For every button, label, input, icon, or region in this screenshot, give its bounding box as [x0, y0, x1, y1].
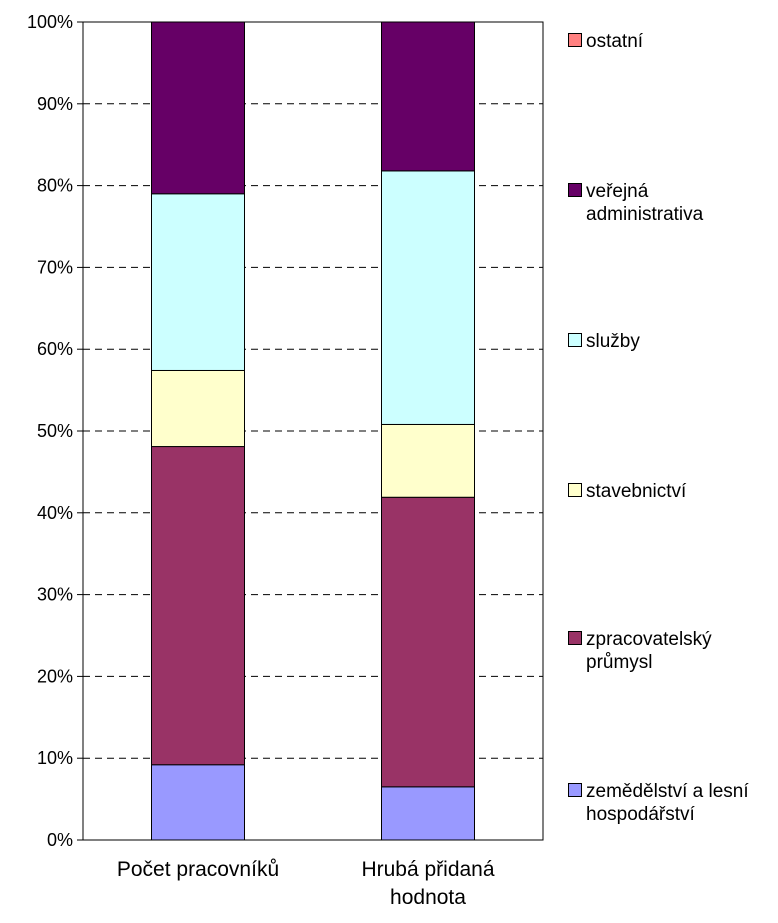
legend-label: zemědělství a lesní hospodářství	[586, 781, 749, 825]
y-tick-label: 80%	[37, 176, 73, 196]
legend-label: stavebnictví	[586, 481, 687, 502]
bar-segment	[151, 369, 245, 448]
y-tick-label: 30%	[37, 585, 73, 605]
y-tick-label: 70%	[37, 257, 73, 277]
y-tick-label: 50%	[37, 421, 73, 441]
y-axis-tick-labels: 0% 10% 20% 30% 40% 50% 60% 70% 80% 90% 100%	[27, 12, 73, 850]
legend-swatch	[568, 183, 582, 197]
y-tick-label: 10%	[37, 748, 73, 768]
legend-label: služby	[586, 331, 640, 352]
legend-label: zpracovatelský průmysl	[586, 629, 712, 673]
legend-item: zemědělství a lesní hospodářství	[568, 780, 749, 826]
legend: ostatní veřejná administrativa služby stave…	[568, 0, 778, 923]
bar-segment	[381, 786, 475, 841]
bars	[151, 21, 475, 841]
legend-swatch	[568, 631, 582, 645]
bar-segment	[381, 423, 475, 498]
bar-segment	[151, 764, 245, 841]
y-tick-label: 60%	[37, 339, 73, 359]
legend-item: zpracovatelský průmysl	[568, 628, 712, 674]
bar-segment	[151, 193, 245, 371]
legend-item: ostatní	[568, 30, 643, 53]
x-category-label: Hrubá přidaná hodnota	[361, 858, 495, 909]
bar-segment	[381, 170, 475, 425]
legend-swatch	[568, 333, 582, 347]
bar-segment	[381, 21, 475, 172]
legend-swatch	[568, 483, 582, 497]
legend-item: stavebnictví	[568, 480, 686, 503]
y-tick-label: 20%	[37, 666, 73, 686]
bar-segment	[381, 496, 475, 788]
legend-item: služby	[568, 330, 640, 353]
y-tick-label: 100%	[27, 12, 73, 32]
y-tick-label: 90%	[37, 94, 73, 114]
legend-swatch	[568, 783, 582, 797]
x-category-label: Počet pracovníků	[116, 858, 280, 881]
y-axis-ticks	[77, 21, 83, 841]
y-tick-label: 40%	[37, 503, 73, 523]
legend-label: ostatní	[586, 31, 644, 52]
legend-swatch	[568, 33, 582, 47]
legend-item: veřejná administrativa	[568, 180, 703, 226]
y-tick-label: 0%	[47, 830, 73, 850]
bar-segment	[151, 446, 245, 766]
legend-label: veřejná administrativa	[586, 181, 704, 225]
bar-segment	[151, 21, 245, 195]
